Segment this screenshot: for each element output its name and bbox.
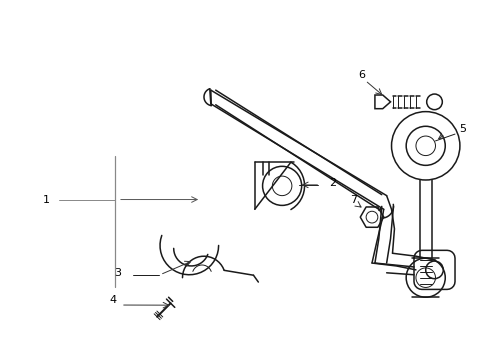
Text: 4: 4 — [110, 295, 117, 305]
Text: 5: 5 — [459, 124, 466, 134]
Text: 7: 7 — [350, 194, 357, 204]
Text: 1: 1 — [43, 194, 50, 204]
Text: 3: 3 — [115, 268, 122, 278]
Text: 2: 2 — [329, 178, 337, 188]
Text: 6: 6 — [359, 69, 366, 80]
